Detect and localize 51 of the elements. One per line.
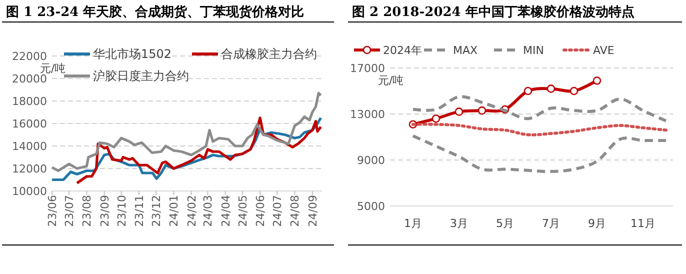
x-tick-label: 24/03 — [202, 195, 215, 227]
x-tick-label: 24/08 — [288, 195, 302, 227]
y-tick-label: 16000 — [12, 118, 47, 130]
x-tick-label: 24/05 — [236, 195, 250, 227]
y-tick-label: 14000 — [12, 140, 47, 153]
x-tick-label: 23/10 — [115, 195, 128, 227]
x-tick-label: 23/06 — [46, 195, 59, 227]
y-tick-label: 13000 — [350, 108, 385, 121]
x-tick-label: 3月 — [450, 217, 468, 230]
point — [432, 114, 440, 123]
point — [592, 76, 602, 85]
legend-label: MAX — [453, 44, 478, 57]
chart-title: 图 1 23-24 年天胶、合成期货、丁苯现货价格对比 — [6, 4, 304, 20]
x-tick-label: 24/02 — [185, 195, 198, 227]
y-tick-label: 22000 — [12, 50, 47, 63]
x-tick-label: 23/11 — [132, 195, 146, 227]
chart-title: 图 2 2018-2024 年中国丁苯橡胶价格波动特点 — [352, 4, 634, 20]
y-axis-title: 元/吨 — [40, 62, 66, 75]
point — [478, 106, 486, 115]
x-tick-label: 5月 — [496, 217, 514, 230]
legend-label: 合成橡胶主力合约 — [221, 47, 317, 61]
legend-label: MIN — [523, 44, 544, 57]
y-tick-label: 18000 — [12, 95, 47, 108]
x-tick-label: 24/09 — [306, 195, 320, 227]
x-tick-label: 7月 — [542, 217, 560, 230]
legend-label: 沪胶日度主力合约 — [93, 69, 189, 83]
x-tick-label: 9月 — [588, 217, 606, 230]
y-axis-title: 元/吨 — [378, 74, 404, 87]
y-tick-label: 17000 — [350, 62, 385, 75]
y-tick-label: 12000 — [12, 162, 47, 176]
point — [570, 86, 578, 96]
y-tick-label: 10000 — [12, 185, 47, 198]
y-tick-label: 9000 — [357, 154, 385, 167]
y-tick-label: 20000 — [12, 72, 47, 86]
point — [454, 108, 464, 116]
x-tick-label: 11月 — [630, 217, 656, 230]
y-tick-label: 5000 — [357, 200, 385, 213]
x-tick-label: 23/07 — [63, 195, 76, 227]
point — [524, 86, 532, 96]
x-tick-label: 24/04 — [219, 195, 232, 227]
x-tick-label: 23/09 — [98, 195, 112, 227]
legend-label: 2024年 — [383, 44, 422, 57]
legend-label: AVE — [593, 44, 614, 57]
x-tick-label: 23/12 — [150, 195, 164, 227]
x-tick-label: 24/06 — [254, 195, 268, 227]
legend-label: 华北市场1502 — [93, 47, 172, 61]
x-tick-label: 24/01 — [168, 195, 181, 227]
x-tick-label: 1月 — [404, 217, 422, 230]
x-tick-label: 23/08 — [80, 195, 94, 227]
point — [546, 84, 556, 93]
x-tick-label: 24/07 — [271, 195, 284, 227]
